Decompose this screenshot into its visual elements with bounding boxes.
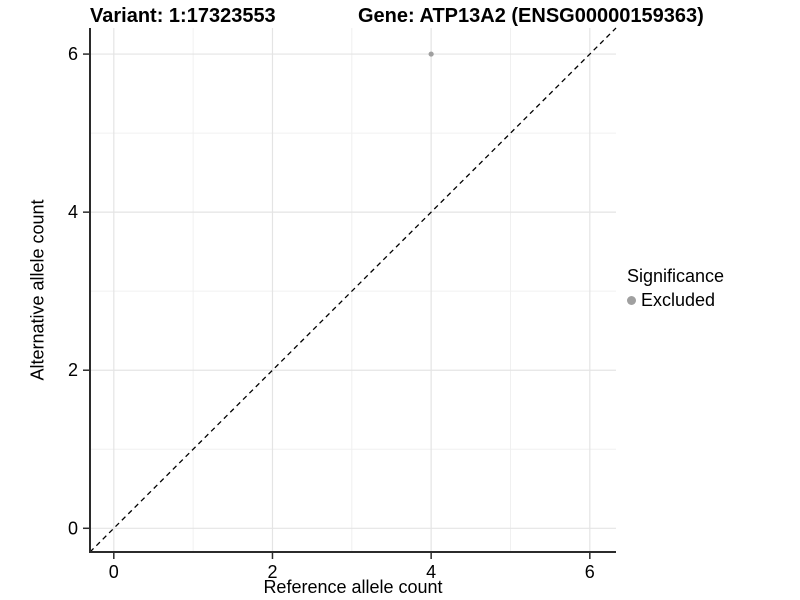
data-point <box>428 51 434 57</box>
x-tick-label: 4 <box>426 562 436 582</box>
legend-item-excluded: Excluded <box>627 290 724 311</box>
legend: Significance Excluded <box>627 266 724 311</box>
legend-point-icon <box>627 296 636 305</box>
x-tick-label: 0 <box>109 562 119 582</box>
y-tick-label: 6 <box>68 44 78 64</box>
y-tick-label: 4 <box>68 202 78 222</box>
y-tick-label: 2 <box>68 360 78 380</box>
gene-title: Gene: ATP13A2 (ENSG00000159363) <box>358 5 704 27</box>
identity-dashed-line <box>89 27 617 553</box>
x-axis-title: Reference allele count <box>263 577 443 597</box>
x-tick-label: 2 <box>267 562 277 582</box>
variant-title: Variant: 1:17323553 <box>90 5 276 27</box>
x-tick-label: 6 <box>585 562 595 582</box>
legend-title: Significance <box>627 266 725 286</box>
y-axis-title: Alternative allele count <box>27 199 48 381</box>
y-tick-label: 0 <box>68 518 78 538</box>
legend-item-label: Excluded <box>641 290 716 310</box>
